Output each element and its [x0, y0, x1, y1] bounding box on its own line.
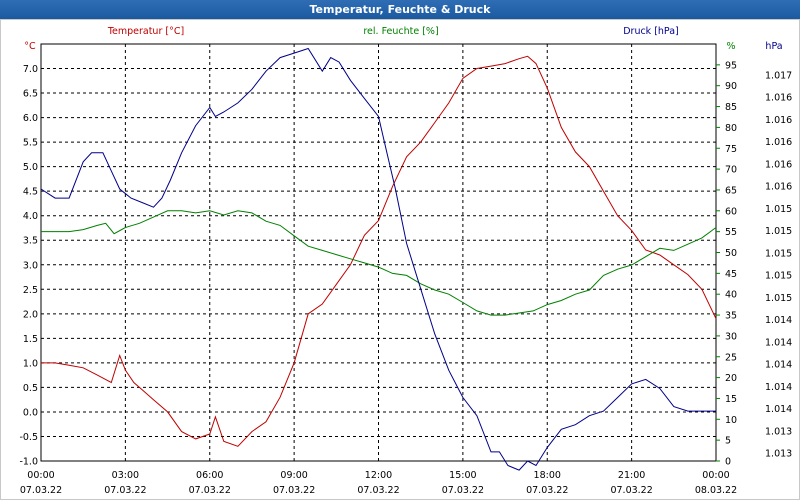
y-tick-humidity: 80	[725, 123, 737, 134]
y-tick-humidity: 15	[725, 394, 737, 405]
y-axis-unit-pressure: hPa	[765, 41, 782, 52]
x-tick-date: 07.03.22	[273, 485, 315, 496]
plot-area	[40, 43, 717, 462]
y-tick-humidity: 90	[725, 81, 737, 92]
x-tick-date: 07.03.22	[189, 485, 231, 496]
y-tick-temperature: 6.0	[23, 113, 38, 124]
y-tick-humidity: 95	[725, 60, 737, 71]
y-tick-humidity: 40	[725, 290, 737, 301]
legend-humidity: rel. Feuchte [%]	[363, 26, 438, 37]
y-tick-temperature: 0.5	[23, 383, 38, 394]
y-tick-humidity: 30	[725, 331, 737, 342]
y-tick-pressure: 1.015	[765, 248, 792, 259]
x-tick-time: 00:00	[27, 470, 54, 481]
y-tick-pressure: 1.014	[765, 404, 792, 415]
y-tick-temperature: 2.0	[23, 309, 38, 320]
y-tick-temperature: 4.5	[23, 187, 38, 198]
series-line-temperature	[41, 55, 717, 447]
x-tick-time: 21:00	[618, 470, 645, 481]
y-tick-humidity: 20	[725, 373, 737, 384]
y-tick-temperature: 5.0	[23, 162, 38, 173]
y-tick-humidity: 60	[725, 206, 737, 217]
x-tick-date: 07.03.22	[442, 485, 484, 496]
y-axis-unit-temperature: °C	[24, 41, 36, 52]
x-tick-date: 07.03.22	[104, 485, 146, 496]
x-tick-date: 07.03.22	[610, 485, 652, 496]
y-tick-temperature: 2.5	[23, 285, 38, 296]
y-tick-humidity: 75	[725, 144, 737, 155]
y-tick-humidity: 0	[725, 457, 731, 468]
y-tick-humidity: 10	[725, 415, 737, 426]
y-tick-pressure: 1.015	[765, 204, 792, 215]
y-tick-temperature: 6.5	[23, 89, 38, 100]
y-axis-unit-humidity: %	[726, 41, 735, 52]
legend-temperature: Temperatur [°C]	[107, 26, 184, 37]
y-tick-pressure: 1.014	[765, 337, 792, 348]
x-tick-time: 06:00	[196, 470, 223, 481]
y-tick-humidity: 85	[725, 102, 737, 113]
y-tick-temperature: 0.0	[23, 407, 38, 418]
y-tick-temperature: -1.0	[19, 457, 38, 468]
x-tick-date: 08.03.22	[695, 485, 737, 496]
y-tick-temperature: 1.5	[23, 334, 38, 345]
y-tick-temperature: 3.5	[23, 236, 38, 247]
y-tick-pressure: 1.014	[765, 382, 792, 393]
y-tick-pressure: 1.016	[765, 182, 792, 193]
y-tick-temperature: 4.0	[23, 211, 38, 222]
y-tick-humidity: 55	[725, 227, 737, 238]
x-tick-date: 07.03.22	[526, 485, 568, 496]
x-tick-time: 12:00	[365, 470, 392, 481]
y-tick-pressure: 1.015	[765, 226, 792, 237]
y-tick-temperature: 5.5	[23, 138, 38, 149]
chart-title: Temperatur, Feuchte & Druck	[0, 0, 800, 19]
y-tick-humidity: 5	[725, 436, 731, 447]
series-line-humidity	[41, 210, 717, 316]
y-tick-pressure: 1.013	[765, 426, 792, 437]
chart-panel: 00:00 07.03.22 03:00 07.03.22 06:00 07.03.22 0…	[0, 19, 800, 500]
y-tick-pressure: 1.017	[765, 71, 792, 82]
y-tick-humidity: 65	[725, 185, 737, 196]
y-tick-humidity: 35	[725, 311, 737, 322]
legend-pressure: Druck [hPa]	[623, 26, 679, 37]
x-tick-date: 07.03.22	[357, 485, 399, 496]
y-tick-humidity: 70	[725, 165, 737, 176]
x-tick-time: 09:00	[280, 470, 307, 481]
y-tick-pressure: 1.016	[765, 93, 792, 104]
y-tick-temperature: 3.0	[23, 260, 38, 271]
series-line-pressure	[40, 47, 716, 471]
y-tick-temperature: 7.0	[23, 64, 38, 75]
y-tick-humidity: 45	[725, 269, 737, 280]
y-tick-pressure: 1.015	[765, 271, 792, 282]
y-tick-pressure: 1.016	[765, 159, 792, 170]
x-tick-time: 00:00	[702, 470, 729, 481]
y-tick-temperature: -0.5	[19, 432, 38, 443]
y-tick-pressure: 1.016	[765, 137, 792, 148]
y-tick-humidity: 25	[725, 352, 737, 363]
x-tick-time: 18:00	[534, 470, 561, 481]
y-tick-pressure: 1.014	[765, 360, 792, 371]
y-tick-temperature: 1.0	[23, 358, 38, 369]
line-chart: 00:00 07.03.22 03:00 07.03.22 06:00 07.03.22 0…	[19, 26, 792, 496]
x-tick-time: 15:00	[449, 470, 476, 481]
x-tick-date: 07.03.22	[20, 485, 62, 496]
y-tick-humidity: 50	[725, 248, 737, 259]
y-tick-pressure: 1.016	[765, 115, 792, 126]
x-tick-time: 03:00	[112, 470, 139, 481]
y-tick-pressure: 1.015	[765, 293, 792, 304]
y-tick-pressure: 1.013	[765, 449, 792, 460]
y-tick-pressure: 1.014	[765, 315, 792, 326]
